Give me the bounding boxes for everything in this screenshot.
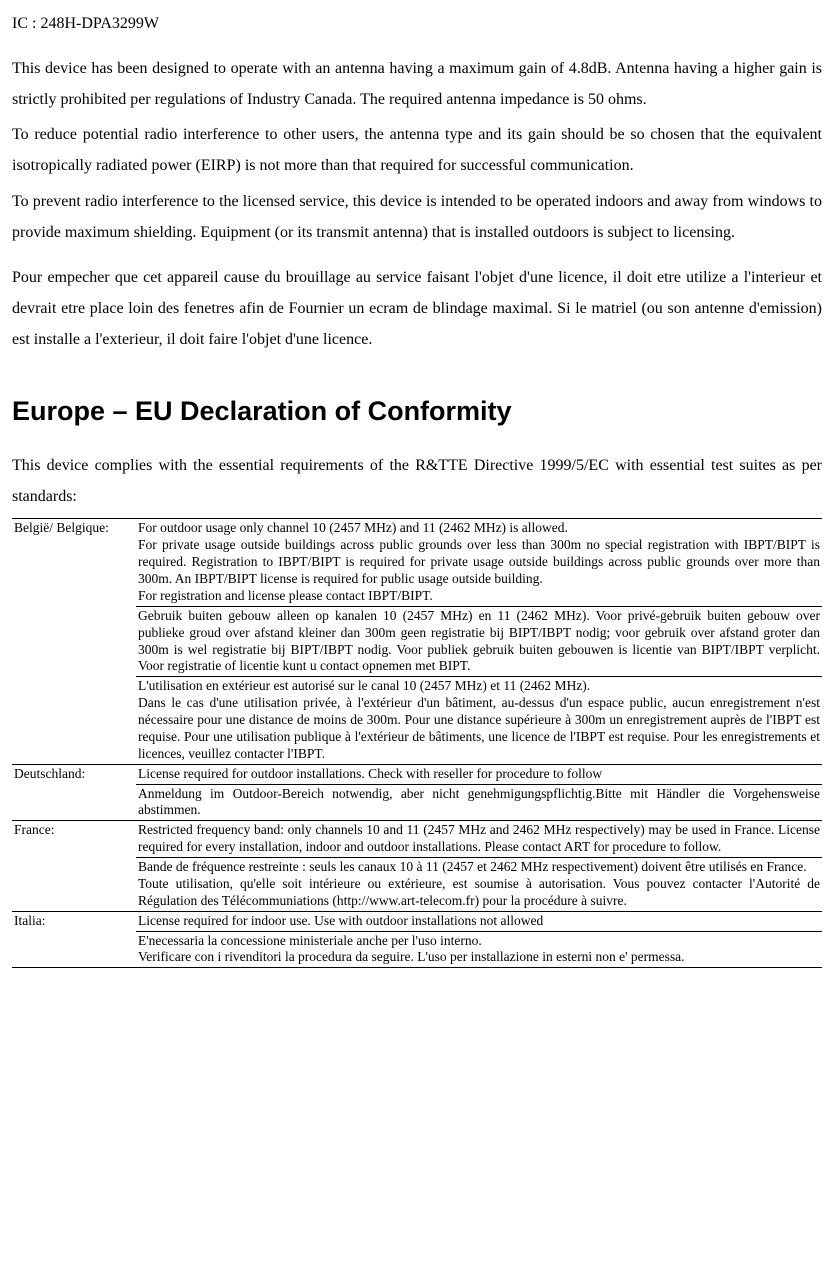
paragraph-3: To prevent radio interference to the lic… [12, 186, 822, 248]
paragraph-4: Pour empecher que cet appareil cause du … [12, 262, 822, 356]
country-cell [12, 858, 136, 912]
country-cell: Deutschland: [12, 764, 136, 784]
table-row: België/ Belgique: For outdoor usage only… [12, 519, 822, 606]
description-cell: Restricted frequency band: only channels… [136, 821, 822, 858]
section-heading: Europe – EU Declaration of Conformity [12, 387, 822, 436]
country-cell [12, 677, 136, 764]
description-cell: License required for outdoor installatio… [136, 764, 822, 784]
country-cell: België/ Belgique: [12, 519, 136, 606]
paragraph-1: This device has been designed to operate… [12, 53, 822, 115]
description-cell: Anmeldung im Outdoor-Bereich notwendig, … [136, 784, 822, 821]
country-cell [12, 606, 136, 677]
description-cell: E'necessaria la concessione ministeriale… [136, 931, 822, 968]
description-cell: License required for indoor use. Use wit… [136, 911, 822, 931]
table-row: Italia: License required for indoor use.… [12, 911, 822, 931]
country-cell: France: [12, 821, 136, 858]
description-cell: L'utilisation en extérieur est autorisé … [136, 677, 822, 764]
table-row: Bande de fréquence restreinte : seuls le… [12, 858, 822, 912]
intro-text: This device complies with the essential … [12, 450, 822, 512]
description-cell: Bande de fréquence restreinte : seuls le… [136, 858, 822, 912]
paragraph-2: To reduce potential radio interference t… [12, 119, 822, 181]
country-cell [12, 931, 136, 968]
description-cell: Gebruik buiten gebouw alleen op kanalen … [136, 606, 822, 677]
table-row: Anmeldung im Outdoor-Bereich notwendig, … [12, 784, 822, 821]
country-cell: Italia: [12, 911, 136, 931]
conformity-table: België/ Belgique: For outdoor usage only… [12, 518, 822, 968]
table-row: E'necessaria la concessione ministeriale… [12, 931, 822, 968]
table-row: Gebruik buiten gebouw alleen op kanalen … [12, 606, 822, 677]
table-row: France: Restricted frequency band: only … [12, 821, 822, 858]
table-row: L'utilisation en extérieur est autorisé … [12, 677, 822, 764]
country-cell [12, 784, 136, 821]
description-cell: For outdoor usage only channel 10 (2457 … [136, 519, 822, 606]
ic-identifier: IC : 248H-DPA3299W [12, 10, 822, 39]
table-row: Deutschland: License required for outdoo… [12, 764, 822, 784]
